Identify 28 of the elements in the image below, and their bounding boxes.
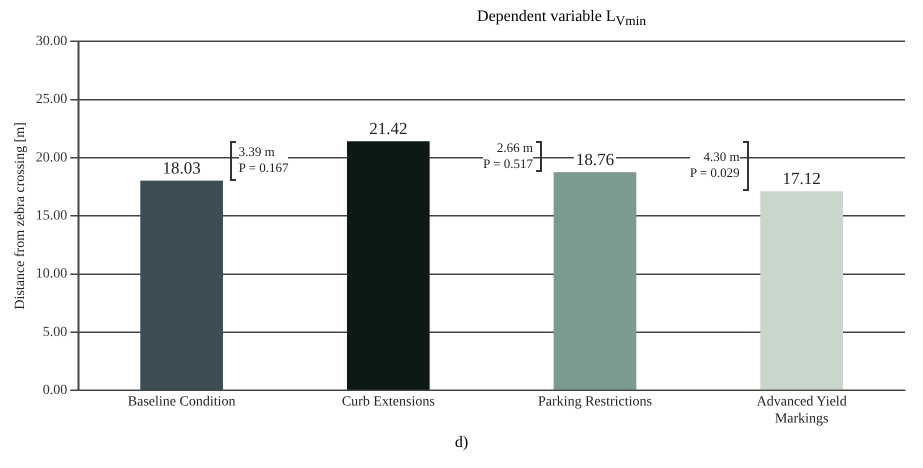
x-tick-label: Parking Restrictions <box>538 394 652 410</box>
data-label: 18.03 <box>162 158 201 178</box>
bar <box>760 191 843 390</box>
annotation: P = 0.029 <box>690 165 740 182</box>
x-tick-label: Curb Extensions <box>342 394 435 410</box>
bar <box>140 180 223 390</box>
x-tick-label: Baseline Condition <box>128 394 236 410</box>
y-tick-label: 15.00 <box>36 208 68 224</box>
bar <box>346 141 430 390</box>
annotation: P = 0.167 <box>238 160 288 176</box>
data-label: 17.12 <box>782 169 821 188</box>
data-label: 21.42 <box>369 119 408 138</box>
y-tick-label: 10.00 <box>36 266 68 282</box>
bar <box>554 172 636 390</box>
data-label: 18.76 <box>576 150 614 170</box>
y-tick-label: 30.00 <box>36 34 68 50</box>
y-tick-label: 5.00 <box>42 324 68 340</box>
text: d) <box>454 434 468 452</box>
y-tick-label: 0.00 <box>42 383 68 398</box>
y-tick-label: 20.00 <box>36 150 68 166</box>
annotation: 2.66 m <box>496 140 533 156</box>
y-axis-title: Distance from zebra crossing [m] <box>13 122 28 310</box>
x-tick-label: Advanced Yield Markings <box>756 394 847 426</box>
annotation: P = 0.517 <box>483 156 533 172</box>
y-tick-label: 25.00 <box>36 92 68 108</box>
annotation: 4.30 m <box>702 149 740 166</box>
annotation: 3.39 m <box>238 144 276 160</box>
chart-title: Dependent variable L$_{Vmin}$ <box>476 8 647 30</box>
